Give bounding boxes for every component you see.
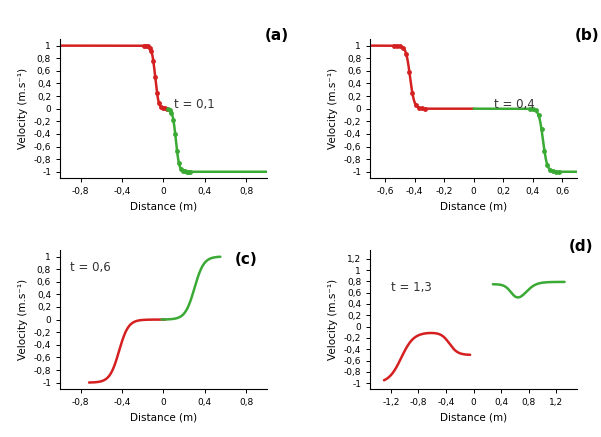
X-axis label: Distance (m): Distance (m) <box>130 201 197 212</box>
Y-axis label: Velocity (m.s⁻¹): Velocity (m.s⁻¹) <box>328 68 338 149</box>
Text: (b): (b) <box>575 28 600 43</box>
X-axis label: Distance (m): Distance (m) <box>130 413 197 423</box>
Text: (d): (d) <box>569 239 593 254</box>
Text: t = 0,4: t = 0,4 <box>494 97 535 111</box>
Y-axis label: Velocity (m.s⁻¹): Velocity (m.s⁻¹) <box>18 279 28 360</box>
Y-axis label: Velocity (m.s⁻¹): Velocity (m.s⁻¹) <box>328 279 338 360</box>
X-axis label: Distance (m): Distance (m) <box>440 413 507 423</box>
Text: t = 0,6: t = 0,6 <box>70 261 111 274</box>
X-axis label: Distance (m): Distance (m) <box>440 201 507 212</box>
Text: t = 0,1: t = 0,1 <box>174 97 215 111</box>
Text: (c): (c) <box>235 252 258 267</box>
Text: (a): (a) <box>265 28 289 43</box>
Y-axis label: Velocity (m.s⁻¹): Velocity (m.s⁻¹) <box>18 68 28 149</box>
Text: t = 1,3: t = 1,3 <box>391 281 432 294</box>
